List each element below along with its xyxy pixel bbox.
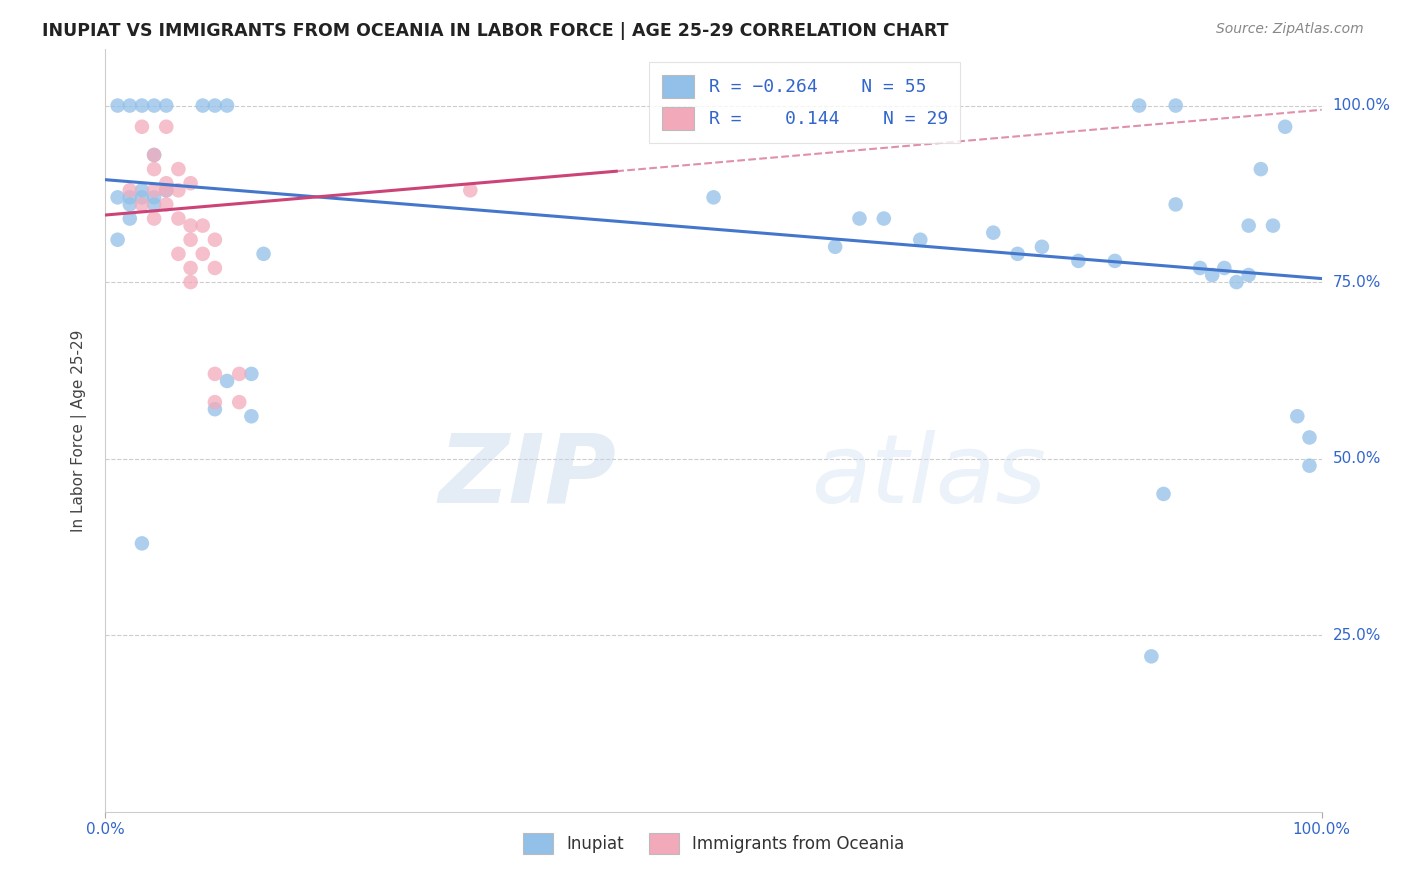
Point: [458, 183, 481, 197]
Text: atlas: atlas: [811, 430, 1046, 523]
Legend: Inupiat, Immigrants from Oceania: Inupiat, Immigrants from Oceania: [516, 826, 911, 861]
Point: [143, 190, 166, 204]
Text: 75.0%: 75.0%: [1333, 275, 1381, 290]
Point: [1164, 197, 1187, 211]
Text: 25.0%: 25.0%: [1333, 628, 1381, 642]
Point: [204, 395, 226, 409]
Point: [143, 162, 166, 177]
Point: [143, 183, 166, 197]
Y-axis label: In Labor Force | Age 25-29: In Labor Force | Age 25-29: [70, 329, 87, 532]
Point: [191, 219, 214, 233]
Point: [118, 183, 141, 197]
Point: [848, 211, 870, 226]
Point: [1067, 254, 1090, 268]
Point: [131, 120, 153, 134]
Point: [118, 98, 141, 112]
Point: [1164, 98, 1187, 112]
Point: [180, 219, 202, 233]
Point: [217, 98, 239, 112]
Point: [167, 183, 190, 197]
Point: [107, 233, 129, 247]
Point: [191, 247, 214, 261]
Point: [143, 148, 166, 162]
Point: [155, 120, 177, 134]
Point: [252, 247, 274, 261]
Point: [143, 197, 166, 211]
Point: [204, 98, 226, 112]
Point: [1140, 649, 1163, 664]
Point: [1213, 260, 1236, 275]
Point: [204, 402, 226, 417]
Text: 100.0%: 100.0%: [1333, 98, 1391, 113]
Point: [131, 536, 153, 550]
Point: [143, 211, 166, 226]
Point: [204, 367, 226, 381]
Point: [191, 98, 214, 112]
Point: [167, 247, 190, 261]
Point: [1250, 162, 1272, 177]
Point: [1274, 120, 1296, 134]
Point: [155, 183, 177, 197]
Point: [180, 176, 202, 190]
Point: [155, 176, 177, 190]
Point: [217, 374, 239, 388]
Point: [240, 409, 263, 424]
Point: [228, 395, 250, 409]
Point: [204, 233, 226, 247]
Point: [118, 190, 141, 204]
Point: [981, 226, 1004, 240]
Text: ZIP: ZIP: [439, 430, 616, 523]
Point: [107, 98, 129, 112]
Point: [155, 183, 177, 197]
Point: [143, 148, 166, 162]
Point: [204, 260, 226, 275]
Point: [1153, 487, 1175, 501]
Point: [702, 190, 725, 204]
Point: [1104, 254, 1126, 268]
Point: [824, 240, 846, 254]
Text: 50.0%: 50.0%: [1333, 451, 1381, 467]
Point: [180, 260, 202, 275]
Point: [167, 162, 190, 177]
Point: [1189, 260, 1212, 275]
Point: [1298, 430, 1320, 444]
Point: [180, 275, 202, 289]
Point: [143, 98, 166, 112]
Point: [131, 183, 153, 197]
Point: [1225, 275, 1247, 289]
Point: [1201, 268, 1223, 282]
Point: [1007, 247, 1029, 261]
Point: [228, 367, 250, 381]
Point: [131, 197, 153, 211]
Point: [1237, 268, 1260, 282]
Point: [118, 211, 141, 226]
Point: [155, 197, 177, 211]
Point: [1031, 240, 1053, 254]
Point: [240, 367, 263, 381]
Point: [1298, 458, 1320, 473]
Point: [180, 233, 202, 247]
Point: [131, 98, 153, 112]
Point: [910, 233, 932, 247]
Point: [1128, 98, 1150, 112]
Text: INUPIAT VS IMMIGRANTS FROM OCEANIA IN LABOR FORCE | AGE 25-29 CORRELATION CHART: INUPIAT VS IMMIGRANTS FROM OCEANIA IN LA…: [42, 22, 949, 40]
Point: [1237, 219, 1260, 233]
Point: [131, 190, 153, 204]
Point: [118, 197, 141, 211]
Point: [1261, 219, 1284, 233]
Point: [167, 211, 190, 226]
Point: [107, 190, 129, 204]
Point: [155, 98, 177, 112]
Point: [1286, 409, 1309, 424]
Point: [873, 211, 896, 226]
Text: Source: ZipAtlas.com: Source: ZipAtlas.com: [1216, 22, 1364, 37]
